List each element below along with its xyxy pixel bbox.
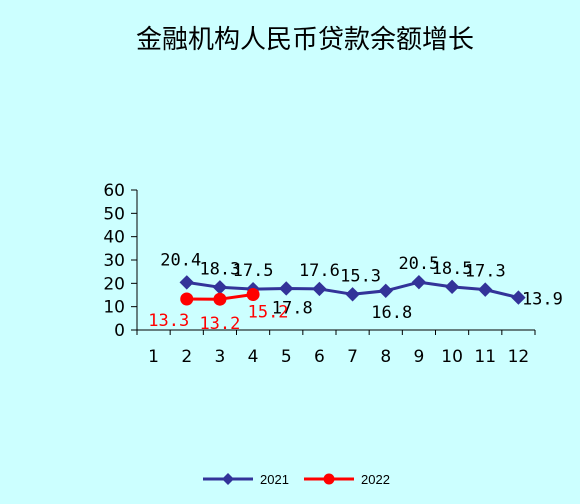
- data-label-2021: 18.3: [199, 259, 240, 279]
- point-2021: [179, 275, 194, 290]
- point-2021: [312, 281, 327, 297]
- x-tick-label: 7: [347, 347, 358, 367]
- data-label-2022: 15.2: [248, 303, 289, 323]
- data-label-2021: 17.3: [465, 262, 506, 282]
- point-2021: [279, 281, 294, 296]
- chart-title: 金融机构人民币贷款余额增长: [136, 25, 474, 55]
- y-tick-label: 20: [103, 274, 125, 294]
- data-label-2021: 13.9: [522, 290, 563, 310]
- x-tick-label: 3: [215, 347, 226, 367]
- data-label-2021: 20.5: [398, 254, 439, 274]
- x-tick-label: 8: [380, 347, 391, 367]
- x-tick-label: 6: [314, 347, 325, 367]
- y-tick-label: 50: [103, 204, 125, 224]
- y-tick-label: 0: [114, 321, 125, 341]
- x-tick-label: 10: [441, 347, 463, 367]
- point-2022: [180, 292, 194, 306]
- point-2021: [345, 287, 360, 302]
- series-layer: [179, 274, 526, 306]
- x-tick-label: 2: [181, 347, 192, 367]
- legend: 2021 2022: [203, 472, 390, 487]
- data-label-2021: 16.8: [371, 303, 412, 323]
- legend-label-2022: 2022: [361, 472, 390, 487]
- point-2021: [378, 283, 393, 299]
- data-label-2021: 17.5: [233, 261, 274, 281]
- data-label-2021: 15.3: [340, 266, 381, 286]
- data-label-2021: 17.6: [299, 261, 340, 281]
- y-tick-label: 30: [103, 251, 125, 271]
- data-labels: 20.418.317.5 17.8 17.6 15.3 16.8 20.518.517.3…: [148, 250, 563, 334]
- point-2022: [246, 288, 260, 302]
- data-label-2021: 18.5: [432, 259, 473, 279]
- y-tick-label: 60: [103, 181, 125, 201]
- point-2021: [444, 279, 460, 295]
- legend-label-2021: 2021: [260, 472, 289, 487]
- y-tick-label: 40: [103, 228, 125, 248]
- legend-marker-2021: [222, 473, 234, 485]
- legend-marker-2022: [323, 473, 335, 485]
- data-label-2021: 20.4: [160, 250, 201, 270]
- point-2022: [213, 292, 227, 306]
- data-label-2022: 13.3: [148, 311, 189, 331]
- point-2021: [212, 280, 228, 295]
- point-2021: [511, 290, 526, 305]
- y-tick-label: 10: [103, 298, 125, 318]
- x-tick-label: 1: [148, 347, 159, 367]
- data-label-2021: 17.8: [272, 298, 313, 318]
- x-tick-label: 9: [414, 347, 425, 367]
- x-tick-label: 4: [248, 347, 259, 367]
- point-2021: [478, 282, 493, 297]
- x-tick-label: 5: [281, 347, 292, 367]
- data-label-2022: 13.2: [199, 314, 240, 334]
- x-tick-label: 12: [508, 347, 530, 367]
- x-tick-label: 11: [474, 347, 496, 367]
- point-2021: [411, 274, 427, 290]
